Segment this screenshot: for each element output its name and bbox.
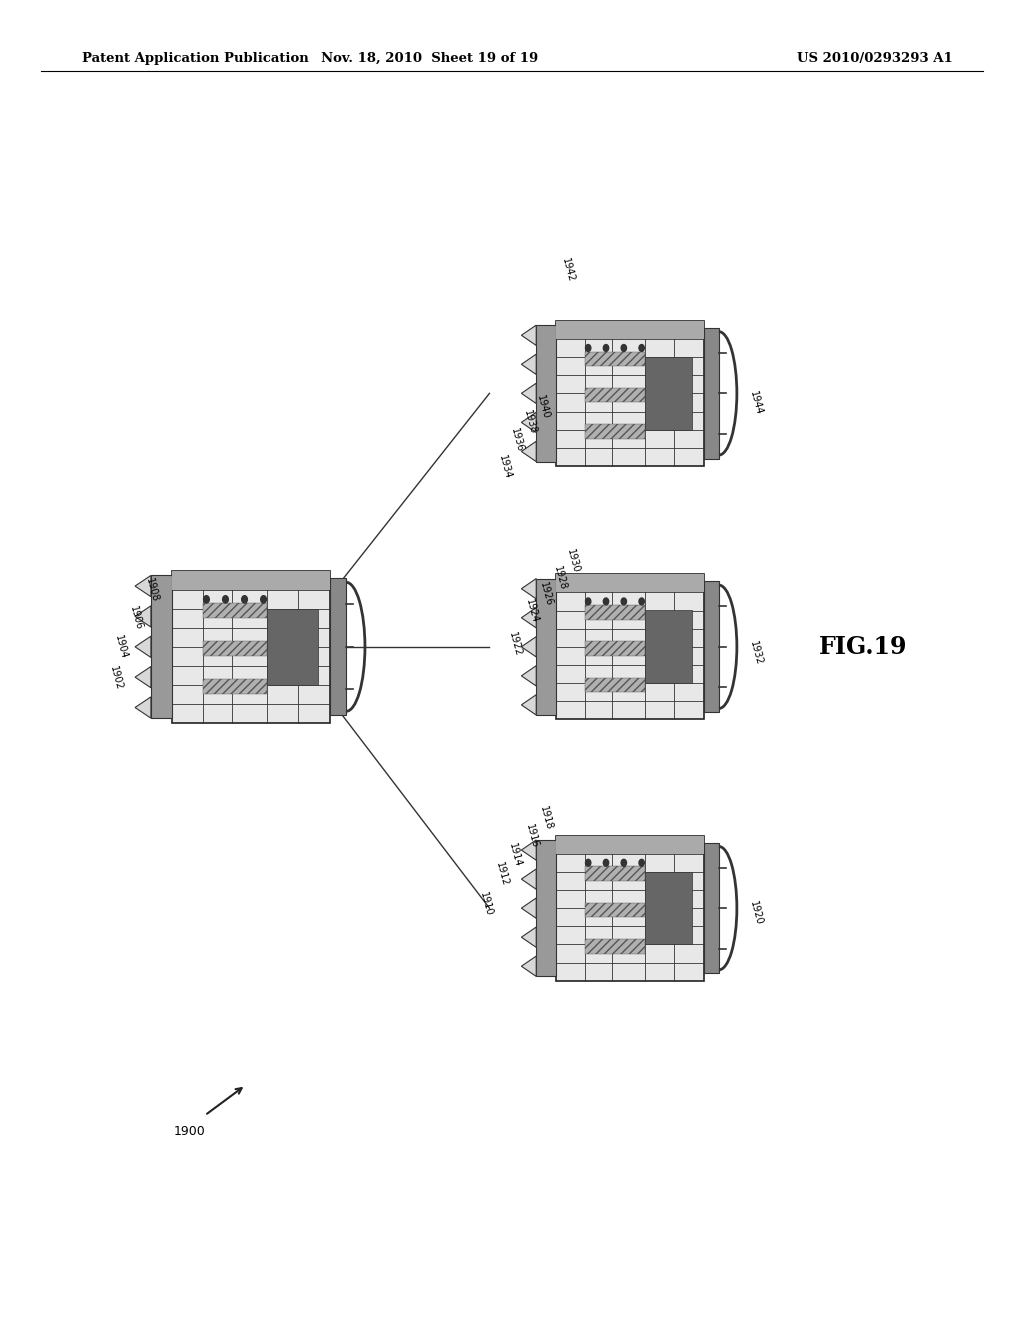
Bar (266, 609, 317, 685)
Circle shape (622, 345, 627, 351)
Bar (645, 610, 692, 682)
Polygon shape (521, 383, 537, 404)
Circle shape (622, 598, 627, 605)
Text: 1900: 1900 (173, 1125, 206, 1138)
Bar (586, 866, 645, 880)
Polygon shape (521, 694, 537, 715)
Polygon shape (135, 667, 151, 688)
Circle shape (261, 595, 266, 603)
Circle shape (242, 595, 248, 603)
Bar (171, 570, 330, 590)
Text: 1928: 1928 (552, 565, 568, 591)
Bar (645, 358, 692, 430)
Text: US 2010/0293293 A1: US 2010/0293293 A1 (797, 51, 952, 65)
Bar (151, 576, 171, 718)
Text: 1930: 1930 (565, 548, 582, 574)
Bar (555, 574, 705, 719)
Circle shape (639, 859, 644, 866)
Polygon shape (521, 869, 537, 890)
Text: 1922: 1922 (507, 631, 523, 657)
Text: 1906: 1906 (128, 605, 144, 631)
Bar (586, 351, 645, 366)
Bar (586, 939, 645, 953)
Bar (203, 678, 266, 694)
Bar (586, 388, 645, 403)
Bar (171, 570, 330, 722)
Text: 1910: 1910 (478, 891, 495, 917)
Text: 1936: 1936 (509, 426, 525, 453)
Polygon shape (521, 665, 537, 686)
Polygon shape (521, 840, 537, 861)
Polygon shape (521, 636, 537, 657)
Polygon shape (135, 697, 151, 718)
Text: 1924: 1924 (524, 598, 541, 624)
Text: Nov. 18, 2010  Sheet 19 of 19: Nov. 18, 2010 Sheet 19 of 19 (322, 51, 539, 65)
Bar (555, 321, 705, 466)
Polygon shape (521, 607, 537, 628)
Circle shape (622, 859, 627, 866)
Polygon shape (521, 927, 537, 948)
Bar (537, 840, 555, 977)
Polygon shape (521, 412, 537, 433)
Bar (203, 603, 266, 618)
Text: 1914: 1914 (507, 842, 523, 869)
Text: 1902: 1902 (108, 665, 124, 692)
Polygon shape (135, 636, 151, 657)
Circle shape (639, 345, 644, 351)
Text: 1942: 1942 (560, 257, 577, 284)
Circle shape (586, 859, 591, 866)
Bar (586, 642, 645, 656)
Text: 1908: 1908 (143, 577, 160, 603)
Bar (330, 578, 346, 715)
Bar (586, 424, 645, 438)
Polygon shape (521, 441, 537, 462)
Circle shape (222, 595, 228, 603)
Bar (537, 325, 555, 462)
Polygon shape (521, 354, 537, 375)
Polygon shape (135, 606, 151, 627)
Text: 1918: 1918 (538, 805, 554, 832)
Text: 1940: 1940 (535, 393, 551, 420)
Bar (555, 574, 705, 593)
Circle shape (603, 345, 608, 351)
Circle shape (586, 598, 591, 605)
Bar (705, 581, 719, 713)
Text: 1916: 1916 (524, 822, 541, 849)
Bar (645, 871, 692, 944)
Bar (586, 677, 645, 692)
Bar (555, 836, 705, 854)
Bar (555, 836, 705, 981)
Text: 1944: 1944 (748, 389, 764, 416)
Circle shape (204, 595, 209, 603)
Text: 1932: 1932 (748, 640, 764, 667)
Polygon shape (135, 576, 151, 597)
Bar (586, 605, 645, 619)
Circle shape (586, 345, 591, 351)
Polygon shape (521, 898, 537, 919)
Bar (705, 842, 719, 973)
Text: FIG.19: FIG.19 (819, 635, 907, 659)
Circle shape (603, 859, 608, 866)
Text: 1934: 1934 (497, 454, 513, 480)
Bar (555, 321, 705, 339)
Circle shape (603, 598, 608, 605)
Bar (705, 329, 719, 459)
Circle shape (639, 598, 644, 605)
Polygon shape (521, 578, 537, 599)
Bar (537, 578, 555, 715)
Text: Patent Application Publication: Patent Application Publication (82, 51, 308, 65)
Polygon shape (521, 325, 537, 346)
Text: 1926: 1926 (538, 581, 554, 607)
Text: 1938: 1938 (522, 409, 539, 436)
Bar (203, 642, 266, 656)
Text: 1920: 1920 (748, 900, 764, 927)
Text: 1904: 1904 (113, 634, 129, 660)
Text: 1912: 1912 (494, 861, 510, 887)
Bar (586, 903, 645, 917)
Polygon shape (521, 956, 537, 977)
